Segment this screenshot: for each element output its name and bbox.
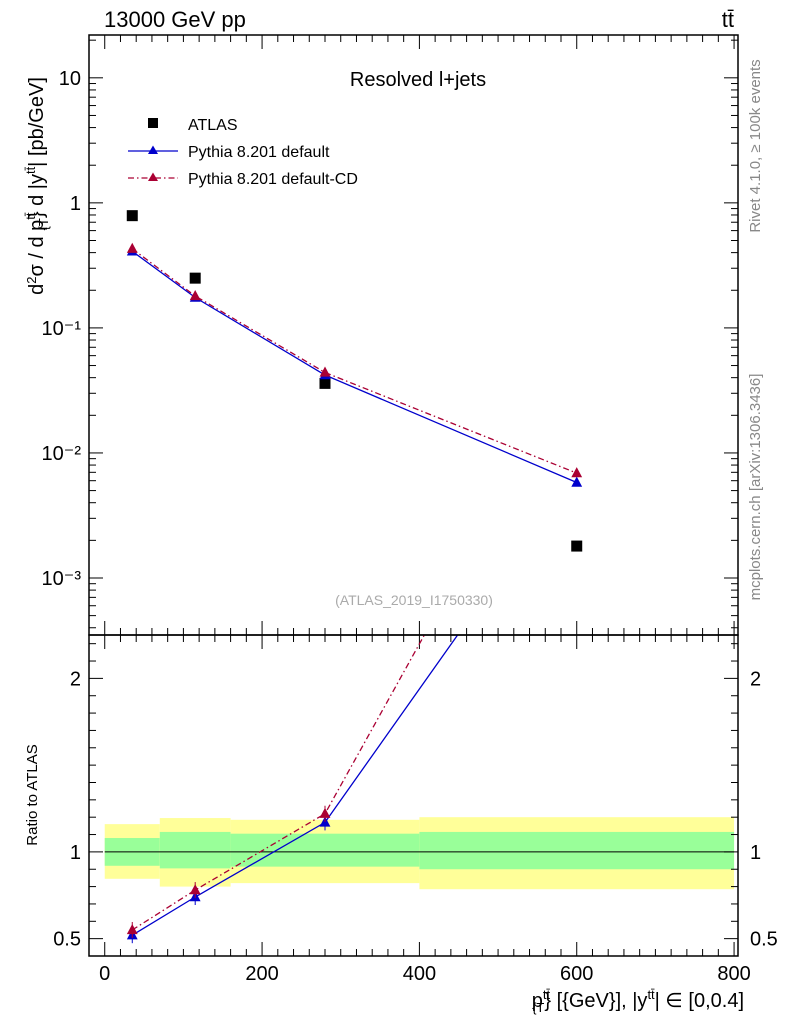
ratio-panel: 0.5 0.5 1 1 2 2 0 200 400 600 800 Ratio to ATLAS p… bbox=[24, 634, 778, 1015]
xtick-label: 200 bbox=[245, 963, 278, 985]
main-ytick-label: 10⁻¹ bbox=[42, 318, 82, 340]
atlas-point bbox=[126, 210, 138, 222]
uncertainty-band-inner bbox=[159, 831, 231, 869]
ratio-bands bbox=[104, 817, 735, 890]
main-point-2 bbox=[319, 366, 331, 377]
main-ytick-label: 10⁻³ bbox=[42, 568, 82, 590]
legend-label-default: Pythia 8.201 default bbox=[188, 144, 330, 161]
uncertainty-band-inner bbox=[419, 831, 735, 870]
legend: ATLAS Pythia 8.201 default Pythia 8.201 … bbox=[128, 117, 358, 188]
ratio-ytick-label: 1 bbox=[70, 842, 81, 864]
uncertainty-band-inner bbox=[230, 833, 420, 867]
xtick-label: 800 bbox=[717, 963, 750, 985]
main-panel: Resolved l+jets (ATLAS_2019_I1750330) 10… bbox=[23, 34, 739, 636]
ratio-ytick-label: 0.5 bbox=[53, 929, 81, 951]
header-left: 13000 GeV pp bbox=[104, 7, 246, 32]
main-series bbox=[126, 210, 583, 552]
ratio-ticks: 0.5 0.5 1 1 2 2 0 200 400 600 800 bbox=[53, 635, 778, 985]
ratio-ylabel: Ratio to ATLAS bbox=[24, 744, 41, 845]
ratio-series bbox=[126, 635, 459, 944]
legend-marker-default bbox=[148, 145, 158, 154]
ratio-ytick-label: 2 bbox=[70, 668, 81, 690]
main-ytick-label: 1 bbox=[70, 193, 81, 215]
main-line-2 bbox=[131, 248, 577, 474]
main-title: Resolved l+jets bbox=[350, 69, 486, 91]
legend-marker-atlas bbox=[148, 118, 158, 128]
ratio-ytick-label-right: 2 bbox=[750, 668, 761, 690]
xtick-label: 600 bbox=[560, 963, 593, 985]
legend-marker-cd bbox=[148, 172, 158, 181]
main-point-2 bbox=[571, 467, 583, 478]
ratio-line-0 bbox=[131, 635, 459, 936]
xtick-label: 0 bbox=[99, 963, 110, 985]
ratio-line-1 bbox=[131, 635, 426, 931]
atlas-point bbox=[571, 540, 583, 552]
mcplots-label: mcplots.cern.ch [arXiv:1306.3436] bbox=[747, 374, 764, 601]
atlas-point bbox=[319, 377, 331, 389]
header-right: tt̄ bbox=[722, 7, 734, 32]
legend-label-cd: Pythia 8.201 default-CD bbox=[188, 171, 358, 188]
ratio-point-1 bbox=[126, 923, 138, 935]
legend-label-atlas: ATLAS bbox=[188, 117, 238, 134]
main-point-2 bbox=[126, 242, 138, 253]
main-frame bbox=[88, 34, 739, 636]
main-point-2 bbox=[189, 289, 201, 301]
main-ytick-label: 10 bbox=[59, 68, 81, 90]
ratio-ytick-label-right: 0.5 bbox=[750, 929, 778, 951]
main-ylabel: d2σ / d ptt̄{T} d |ytt̄| [pb/GeV] bbox=[23, 77, 51, 295]
ratio-point-1 bbox=[189, 884, 201, 895]
main-point-1 bbox=[571, 476, 583, 487]
watermark: (ATLAS_2019_I1750330) bbox=[335, 592, 493, 608]
ratio-point-1 bbox=[319, 807, 331, 818]
xtick-label: 400 bbox=[403, 963, 436, 985]
ratio-ytick-label-right: 1 bbox=[750, 842, 761, 864]
main-ytick-label: 10⁻² bbox=[42, 443, 82, 465]
rivet-label: Rivet 4.1.0, ≥ 100k events bbox=[747, 59, 764, 232]
ratio-frame bbox=[88, 634, 739, 957]
main-line-1 bbox=[131, 250, 577, 484]
atlas-point bbox=[189, 272, 201, 284]
ratio-xlabel: ptt̄ {T} [{GeV}], |ytt̄| ∈ [0,0.4] bbox=[532, 987, 744, 1015]
main-ticks: 10⁻³ 10⁻² 10⁻¹ 1 10 bbox=[42, 35, 738, 635]
